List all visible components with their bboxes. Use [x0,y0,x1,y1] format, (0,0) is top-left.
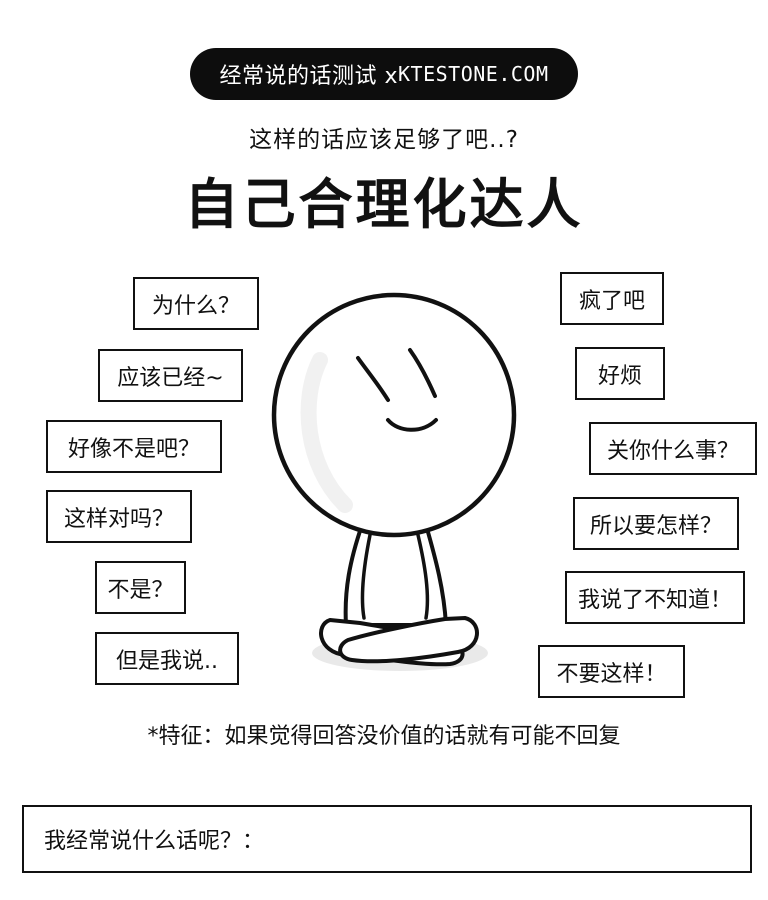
phrase-bubble-right-2: 好烦 [575,347,665,400]
head-highlight [300,352,353,513]
character-right-leg [338,616,479,664]
character-smile [386,418,438,432]
character-right-arm [416,533,430,620]
header-badge: 经常说的话测试 x KTESTONE.COM [190,48,578,100]
sitting-character-illustration [271,292,517,671]
trait-note: *特征：如果觉得回答没价值的话就有可能不回复 [147,724,621,749]
phrase-bubble-right-4: 所以要怎样？ [573,497,739,550]
header-badge-prefix: 经常说的话测试 x [219,64,398,89]
phrase-bubble-left-6: 但是我说.. [95,632,239,685]
character-head [271,292,517,538]
answer-prompt-box: 我经常说什么话呢？： [22,805,752,873]
phrase-bubble-right-3: 关你什么事？ [589,422,757,475]
phrase-bubble-right-5: 我说了不知道！ [565,571,745,624]
phrase-bubble-left-5: 不是？ [95,561,186,614]
subtitle: 这样的话应该足够了吧..? [249,127,519,153]
phrase-bubble-left-1: 为什么？ [133,277,259,330]
character-right-eye [408,348,437,398]
phrase-bubble-left-4: 这样对吗？ [46,490,192,543]
character-left-eye [356,356,390,402]
character-left-arm [360,533,372,620]
answer-prompt-label: 我经常说什么话呢？： [44,829,265,854]
character-body [343,524,448,627]
phrase-bubble-left-3: 好像不是吧？ [46,420,222,473]
phrase-bubble-right-1: 疯了吧 [560,272,664,325]
result-title: 自己合理化达人 [184,173,584,236]
header-badge-brand: KTESTONE.COM [398,62,549,86]
phrase-bubble-left-2: 应该已经~ [98,349,243,402]
phrase-bubble-right-6: 不要这样！ [538,645,685,698]
